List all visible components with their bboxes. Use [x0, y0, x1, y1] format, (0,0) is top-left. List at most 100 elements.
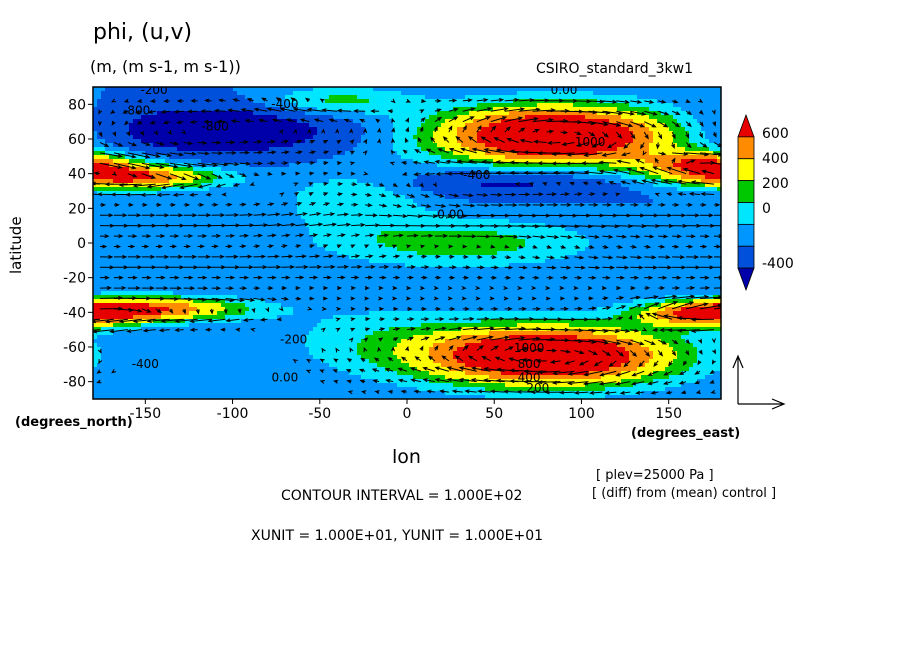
field-cell	[509, 115, 514, 120]
field-cell	[373, 159, 378, 164]
field-cell	[381, 163, 386, 168]
field-cell	[709, 151, 714, 156]
field-cell	[121, 207, 126, 212]
field-cell	[645, 187, 650, 192]
field-cell	[693, 155, 698, 160]
field-cell	[541, 199, 546, 204]
field-cell	[633, 175, 638, 180]
field-cell	[429, 131, 434, 136]
field-cell	[637, 191, 642, 196]
field-cell	[345, 87, 350, 92]
field-cell	[101, 175, 106, 180]
field-cell	[381, 103, 386, 108]
field-cell	[601, 199, 606, 204]
field-cell	[421, 107, 426, 112]
field-cell	[437, 179, 442, 184]
field-cell	[449, 87, 454, 92]
field-cell	[409, 151, 414, 156]
field-cell	[253, 127, 258, 132]
field-cell	[301, 143, 306, 148]
field-cell	[673, 95, 678, 100]
field-cell	[193, 139, 198, 144]
field-cell	[473, 99, 478, 104]
field-cell	[545, 167, 550, 172]
field-cell	[245, 167, 250, 172]
field-cell	[573, 95, 578, 100]
field-cell	[465, 207, 470, 212]
field-cell	[389, 111, 394, 116]
field-cell	[617, 187, 622, 192]
field-cell	[605, 175, 610, 180]
field-cell	[185, 107, 190, 112]
field-cell	[345, 123, 350, 128]
field-cell	[257, 183, 262, 188]
field-cell	[177, 115, 182, 120]
field-cell	[221, 207, 226, 212]
field-cell	[265, 179, 270, 184]
field-cell	[201, 103, 206, 108]
field-cell	[201, 179, 206, 184]
field-cell	[509, 199, 514, 204]
field-cell	[97, 99, 102, 104]
field-cell	[701, 103, 706, 108]
field-cell	[317, 131, 322, 136]
field-cell	[653, 95, 658, 100]
field-cell	[133, 119, 138, 124]
field-cell	[233, 147, 238, 152]
field-cell	[205, 159, 210, 164]
field-cell	[181, 159, 186, 164]
field-cell	[205, 179, 210, 184]
field-cell	[261, 199, 266, 204]
field-cell	[569, 91, 574, 96]
field-cell	[521, 207, 526, 212]
field-cell	[697, 167, 702, 172]
field-cell	[405, 199, 410, 204]
field-cell	[281, 115, 286, 120]
field-cell	[197, 195, 202, 200]
field-cell	[357, 175, 362, 180]
field-cell	[473, 87, 478, 92]
field-cell	[181, 87, 186, 92]
field-cell	[525, 107, 530, 112]
field-cell	[165, 195, 170, 200]
field-cell	[333, 183, 338, 188]
field-cell	[457, 91, 462, 96]
field-cell	[305, 143, 310, 148]
field-cell	[405, 163, 410, 168]
field-cell	[337, 99, 342, 104]
field-cell	[105, 107, 110, 112]
field-cell	[341, 159, 346, 164]
field-cell	[305, 87, 310, 92]
field-cell	[673, 103, 678, 108]
field-cell	[717, 87, 721, 92]
field-cell	[241, 147, 246, 152]
field-cell	[357, 99, 362, 104]
field-cell	[457, 175, 462, 180]
field-cell	[589, 95, 594, 100]
field-cell	[553, 115, 558, 120]
field-cell	[313, 155, 318, 160]
field-cell	[129, 99, 134, 104]
field-cell	[685, 127, 690, 132]
field-cell	[357, 135, 362, 140]
field-cell	[601, 119, 606, 124]
field-cell	[405, 123, 410, 128]
field-cell	[429, 155, 434, 160]
field-cell	[385, 155, 390, 160]
field-cell	[693, 147, 698, 152]
field-cell	[405, 187, 410, 192]
field-cell	[405, 95, 410, 100]
field-cell	[717, 99, 721, 104]
field-cell	[117, 139, 122, 144]
field-cell	[621, 187, 626, 192]
field-cell	[457, 167, 462, 172]
field-cell	[541, 175, 546, 180]
field-cell	[145, 103, 150, 108]
field-cell	[193, 119, 198, 124]
field-cell	[237, 167, 242, 172]
field-cell	[713, 95, 718, 100]
field-cell	[221, 167, 226, 172]
field-cell	[349, 99, 354, 104]
field-cell	[677, 207, 682, 212]
field-cell	[409, 91, 414, 96]
